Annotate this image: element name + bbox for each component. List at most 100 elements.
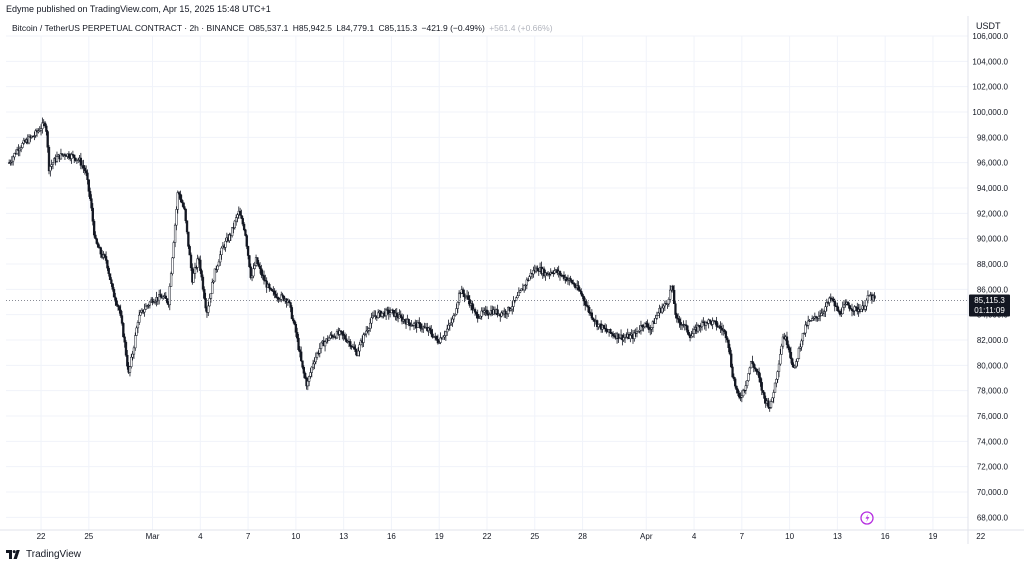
candle-body <box>692 329 696 334</box>
candle-body <box>345 338 348 342</box>
candle-body <box>296 332 299 339</box>
candle-body <box>860 308 863 312</box>
candle-body <box>661 307 664 313</box>
currency-label[interactable]: USDT <box>976 21 1001 31</box>
candle-body <box>744 385 747 391</box>
candle-body <box>411 325 414 327</box>
price-tick-label: 86,000.0 <box>977 285 1009 294</box>
candle-body <box>480 310 483 317</box>
candle-body <box>45 125 48 132</box>
candle-body <box>751 361 754 364</box>
candle-body <box>292 318 295 322</box>
candle-body <box>258 265 262 269</box>
candle-body <box>772 392 775 399</box>
price-tick-label: 80,000.0 <box>977 361 1009 370</box>
candle-body <box>569 278 572 281</box>
candle-body <box>690 336 693 338</box>
price-tick-label: 102,000.0 <box>972 83 1008 92</box>
candle-body <box>47 146 51 172</box>
candle-body <box>39 128 43 131</box>
candle-body <box>122 323 125 338</box>
candle-body <box>448 323 451 326</box>
candle-body <box>473 309 477 313</box>
candle-body <box>841 306 844 315</box>
alert-icon[interactable] <box>860 511 874 525</box>
candle-body <box>357 350 360 356</box>
candle-body <box>77 159 80 161</box>
candle-body <box>769 401 773 408</box>
candle-body <box>294 323 298 333</box>
price-tick-label: 68,000.0 <box>977 513 1009 522</box>
candle-body <box>485 309 489 315</box>
price-tick-label: 88,000.0 <box>977 260 1009 269</box>
candle-body <box>477 317 481 319</box>
candle-body <box>708 319 712 322</box>
candle-body <box>730 353 733 368</box>
candle-body <box>529 272 532 277</box>
price-tick-label: 106,000.0 <box>972 32 1008 41</box>
candle-body <box>500 312 503 317</box>
candle-body <box>338 330 341 335</box>
candle-body <box>249 266 252 278</box>
candle-body <box>33 135 36 137</box>
candle-body <box>611 333 615 336</box>
candle-body <box>669 289 672 300</box>
candle-body <box>809 320 813 322</box>
candle-body <box>707 319 710 324</box>
candle-body <box>793 365 797 368</box>
candle-body <box>775 379 778 384</box>
candle-body <box>99 247 102 255</box>
candle-body <box>387 309 390 315</box>
candle-body <box>134 335 137 349</box>
candle-body <box>302 366 305 374</box>
candle-body <box>463 293 466 298</box>
candle-body <box>87 179 90 192</box>
candle-body <box>15 149 19 155</box>
time-tick-label: 22 <box>37 532 46 541</box>
candle-body <box>240 215 243 219</box>
candle-body <box>850 308 854 311</box>
candle-body <box>177 192 181 195</box>
candle-body <box>362 334 365 343</box>
candle-body <box>138 314 141 323</box>
candle-body <box>444 331 448 336</box>
candle-body <box>168 286 171 306</box>
candle-body <box>428 327 432 331</box>
candle-body <box>602 325 605 329</box>
candle-body <box>118 306 121 311</box>
candle-body <box>341 331 344 335</box>
candle-body <box>179 193 182 200</box>
candle-body <box>853 306 856 311</box>
candle-body <box>311 363 315 368</box>
candle-body <box>715 321 718 327</box>
candle-body <box>300 351 303 362</box>
candle-body <box>253 265 256 269</box>
candle-body <box>335 331 339 339</box>
chart-grid <box>6 35 968 530</box>
candle-body <box>761 390 765 393</box>
candle-body <box>88 191 92 199</box>
candle-body <box>181 202 185 207</box>
candle-body <box>430 329 433 335</box>
time-axis: 22 25 Mar 4 7 10 13 16 19 22 25 28 Apr 4 7 10 13 16 19 22 <box>0 529 1024 541</box>
candle-body <box>209 293 213 299</box>
candle-body <box>842 304 846 308</box>
candle-body <box>213 268 217 282</box>
candle-body <box>207 305 210 313</box>
candle-body <box>727 339 730 348</box>
time-tick-label: Apr <box>640 532 653 541</box>
candle-body <box>400 316 404 322</box>
candle-body <box>457 292 461 303</box>
candle-body <box>633 332 636 339</box>
time-tick-label: 13 <box>833 532 842 541</box>
candle-body <box>515 297 518 301</box>
candle-body <box>315 352 319 358</box>
candle-body <box>696 325 700 332</box>
candle-body <box>273 290 276 295</box>
candle-body <box>438 342 441 344</box>
candle-body <box>654 318 657 324</box>
candle-body <box>248 255 251 268</box>
candle-body <box>436 339 440 344</box>
candle-body <box>759 377 762 383</box>
